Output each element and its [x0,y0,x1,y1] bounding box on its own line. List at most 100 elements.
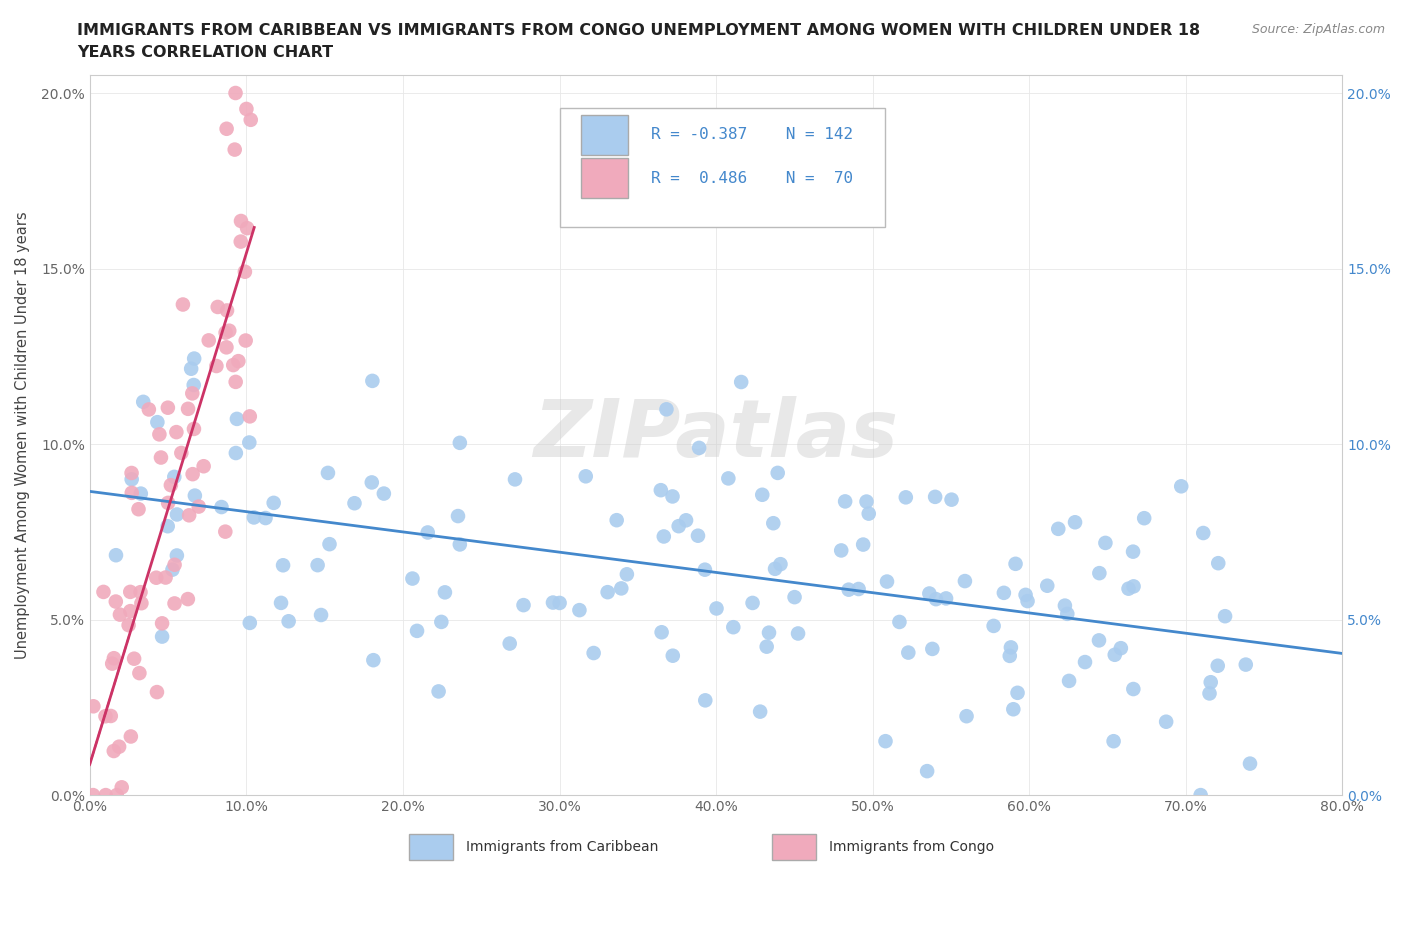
Point [163,596,186,611]
Point [177,402,200,417]
Point [343,496,366,511]
Point [449,435,471,450]
FancyBboxPatch shape [409,834,453,859]
Point [146,415,169,430]
Point [769,557,792,572]
Point [1122,544,1144,559]
Point [596,585,619,600]
Point [858,506,880,521]
Point [575,469,598,484]
Point [93,584,115,599]
Point [787,626,810,641]
Point [655,402,678,417]
Point [129,585,152,600]
Point [243,510,266,525]
Point [741,595,763,610]
Point [150,630,173,644]
Point [717,471,740,485]
Point [197,333,219,348]
Point [166,507,188,522]
Point [225,445,247,460]
Point [239,616,262,631]
Point [170,445,193,460]
Point [889,615,911,630]
Point [499,636,522,651]
Point [224,142,246,157]
Point [94,709,117,724]
Point [766,465,789,480]
Text: R =  0.486    N =  70: R = 0.486 N = 70 [651,171,853,186]
Point [104,548,127,563]
Point [94,788,117,803]
Point [215,121,238,136]
Point [1122,579,1144,594]
Point [830,543,852,558]
Point [121,472,143,486]
Point [157,496,180,511]
Point [187,499,209,514]
Point [128,666,150,681]
Point [121,485,143,500]
Point [361,374,384,389]
Point [120,584,142,599]
Point [229,214,252,229]
Point [993,585,1015,600]
FancyBboxPatch shape [772,834,817,859]
Point [101,657,124,671]
FancyBboxPatch shape [581,115,628,154]
Point [953,574,976,589]
Point [1002,702,1025,717]
Point [263,496,285,511]
Point [668,519,690,534]
Point [416,525,439,540]
Point [215,303,238,318]
Point [146,684,169,699]
Point [447,509,470,524]
Point [1000,640,1022,655]
Point [149,450,172,465]
Point [120,729,142,744]
Point [1198,686,1220,701]
Point [122,651,145,666]
Point [309,607,332,622]
Point [610,581,633,596]
Point [128,502,150,517]
Point [1234,658,1257,672]
Point [688,441,710,456]
Point [686,528,709,543]
Point [156,400,179,415]
Point [606,512,628,527]
Point [1206,658,1229,673]
Point [160,478,183,493]
Point [918,586,941,601]
Point [254,511,277,525]
Point [235,101,257,116]
Point [541,595,564,610]
Point [838,582,860,597]
Point [214,525,236,539]
Point [222,358,245,373]
Point [120,604,142,618]
Point [117,618,139,632]
Point [180,361,202,376]
Point [108,739,131,754]
Point [277,614,299,629]
Point [179,508,201,523]
Point [150,616,173,631]
Text: ZIPatlas: ZIPatlas [533,396,898,474]
Point [238,435,260,450]
Point [1192,525,1215,540]
Point [1118,581,1140,596]
Point [897,645,920,660]
Point [650,483,672,498]
Point [925,591,948,606]
Point [162,563,184,578]
Point [270,595,292,610]
Point [1014,588,1036,603]
Point [307,558,329,573]
Point [1170,479,1192,494]
Point [181,467,204,482]
Point [503,472,526,486]
Point [723,619,745,634]
Point [207,299,229,314]
